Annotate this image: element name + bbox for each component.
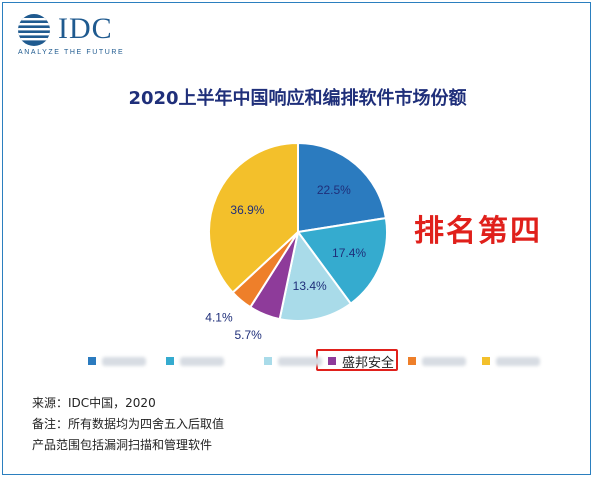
legend-label-redacted xyxy=(496,356,540,366)
pie-slice xyxy=(208,141,299,294)
chart-notes: 来源：IDC中国，2020 备注：所有数据均为四舍五入后取值 产品范围包括漏洞扫… xyxy=(32,393,224,456)
rank-annotation: 排名第四 xyxy=(414,214,542,249)
legend-label-redacted xyxy=(102,356,146,366)
legend-label: 盛邦安全 xyxy=(342,355,395,371)
slice-label: 5.7% xyxy=(234,328,262,342)
idc-logo: IDC ANALYZE THE FUTURE xyxy=(16,12,156,56)
legend-label-redacted xyxy=(422,356,466,366)
logo-tagline: ANALYZE THE FUTURE xyxy=(18,49,125,56)
chart-legend: 盛邦安全 xyxy=(88,349,548,373)
slice-label: 13.4% xyxy=(293,279,327,293)
legend-item: 盛邦安全 xyxy=(328,349,394,373)
legend-item xyxy=(482,349,540,373)
slice-label: 17.4% xyxy=(332,246,366,260)
legend-item xyxy=(88,349,146,373)
legend-label-redacted xyxy=(180,356,224,366)
legend-swatch xyxy=(482,357,490,365)
legend-item xyxy=(264,349,322,373)
slice-label: 36.9% xyxy=(230,203,264,217)
slice-label: 4.1% xyxy=(205,310,233,324)
legend-swatch xyxy=(264,357,272,365)
pie-slice xyxy=(297,141,388,234)
remark-note: 备注：所有数据均为四舍五入后取值 xyxy=(32,417,225,431)
legend-item xyxy=(408,349,466,373)
source-note: 来源：IDC中国，2020 xyxy=(32,396,156,410)
slice-label: 22.5% xyxy=(317,183,351,197)
globe-icon xyxy=(18,14,50,46)
legend-swatch xyxy=(166,357,174,365)
pie-slice xyxy=(278,229,353,322)
pie-slice xyxy=(296,216,388,306)
legend-swatch xyxy=(328,357,336,365)
scope-note: 产品范围包括漏洞扫描和管理软件 xyxy=(32,438,213,452)
legend-swatch xyxy=(88,357,96,365)
legend-swatch xyxy=(408,357,416,365)
chart-title: 2020上半年中国响应和编排软件市场份额 xyxy=(128,88,467,109)
logo-wordmark: IDC xyxy=(58,12,113,45)
legend-item xyxy=(166,349,224,373)
legend-label-redacted xyxy=(278,356,322,366)
